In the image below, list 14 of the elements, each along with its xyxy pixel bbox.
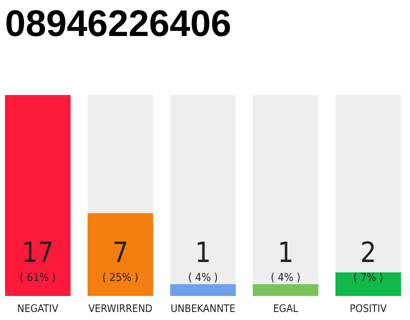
- x-tick-label: VERWIRREND: [88, 303, 152, 315]
- data-label: 2 ( 7% ): [353, 236, 384, 284]
- bar: [170, 284, 236, 296]
- data-label: 1 ( 4% ): [270, 236, 301, 284]
- x-tick-label: POSITIV: [350, 303, 388, 315]
- data-label: 1 ( 4% ): [188, 236, 218, 284]
- x-tick-label: UNBEKANNTE: [170, 303, 236, 315]
- bar: [335, 272, 401, 296]
- chart-title: 08946226406: [5, 3, 232, 44]
- data-label: 17 ( 61% ): [20, 236, 56, 284]
- data-label: 7 ( 25% ): [102, 236, 139, 284]
- x-tick-label: NEGATIV: [17, 303, 59, 315]
- bar: [252, 284, 318, 296]
- x-tick-label: EGAL: [273, 303, 299, 315]
